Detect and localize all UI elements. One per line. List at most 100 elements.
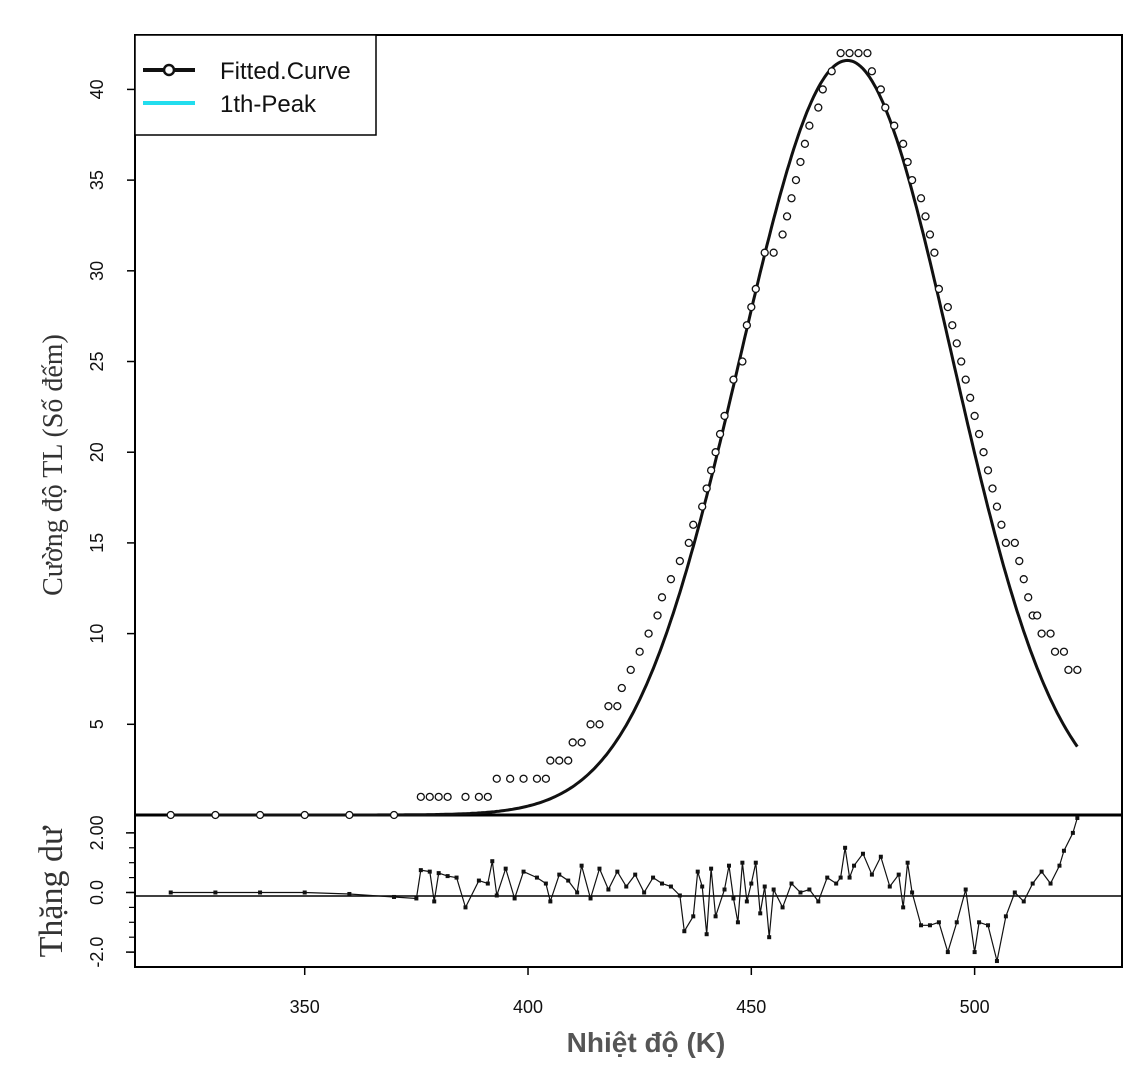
measured-data-point xyxy=(483,792,492,802)
residual-point xyxy=(878,854,883,859)
measured-data-point xyxy=(881,103,890,112)
measured-data-point xyxy=(720,411,729,421)
measured-data-point xyxy=(970,411,979,421)
residual-point xyxy=(735,920,740,925)
measured-data-point xyxy=(890,121,899,130)
top-y-tick-label: 5 xyxy=(87,719,107,729)
residual-point xyxy=(1061,848,1066,853)
residual-point xyxy=(436,871,441,876)
residual-point xyxy=(972,950,977,955)
residual-point xyxy=(749,881,754,886)
residual-point xyxy=(606,887,611,892)
measured-data-point xyxy=(814,103,823,112)
measured-data-point xyxy=(1024,593,1033,602)
residual-point xyxy=(677,893,682,898)
measured-data-point xyxy=(791,175,801,185)
measured-data-point xyxy=(1046,629,1055,638)
measured-data-point xyxy=(698,502,707,511)
measured-data-point xyxy=(992,502,1002,511)
measured-data-point xyxy=(702,484,711,493)
measured-data-point xyxy=(1050,647,1060,656)
measured-data-point xyxy=(760,248,769,257)
residual-point xyxy=(414,896,419,901)
residual-point xyxy=(557,872,562,877)
residual-point xyxy=(347,891,352,896)
measured-data-point xyxy=(747,302,756,312)
measured-data-point xyxy=(166,810,175,820)
residual-point xyxy=(548,899,553,904)
measured-data-point xyxy=(546,756,555,765)
residual-point xyxy=(825,875,830,880)
residual-point xyxy=(454,875,459,880)
residual-point xyxy=(579,863,584,868)
x-axis-title: Nhiệt độ (K) xyxy=(567,1027,726,1058)
measured-data-point xyxy=(876,85,885,94)
residual-point xyxy=(494,893,499,898)
residual-point xyxy=(744,899,749,904)
measured-data-point xyxy=(300,810,309,820)
measured-data-point xyxy=(921,212,930,221)
top-panel-marks xyxy=(166,48,1082,820)
residual-point xyxy=(901,905,906,910)
residual-point xyxy=(543,881,548,886)
measured-data-point xyxy=(854,48,863,58)
measured-data-point xyxy=(742,321,752,330)
measured-data-point xyxy=(782,212,792,221)
residual-point xyxy=(1057,863,1062,868)
residual-point xyxy=(503,866,508,871)
residual-point xyxy=(659,881,664,886)
residual-point xyxy=(615,869,620,874)
top-y-tick-label: 30 xyxy=(87,261,107,281)
top-y-tick-label: 10 xyxy=(87,624,107,644)
measured-data-point xyxy=(925,230,935,239)
measured-data-point xyxy=(1073,665,1082,675)
legend-fitted-curve-marker xyxy=(162,63,176,77)
measured-data-point xyxy=(425,792,434,802)
measured-data-point xyxy=(863,48,872,58)
measured-data-point xyxy=(907,175,917,185)
measured-data-point xyxy=(957,357,966,366)
residual-point xyxy=(512,896,517,901)
measured-data-point xyxy=(1019,575,1028,584)
residual-point xyxy=(575,890,580,895)
residual-point xyxy=(807,887,812,892)
top-y-tick-label: 40 xyxy=(87,79,107,99)
top-y-tick-label: 25 xyxy=(87,351,107,371)
residual-point xyxy=(726,863,731,868)
measured-data-point xyxy=(689,520,698,529)
measured-data-point xyxy=(345,810,354,820)
legend-box xyxy=(134,34,377,136)
measured-data-point xyxy=(626,665,635,675)
residual-point xyxy=(910,890,915,895)
measured-data-point xyxy=(434,792,443,802)
measured-data-point xyxy=(532,774,542,783)
measured-data-point xyxy=(997,520,1006,529)
measured-data-point xyxy=(952,339,961,348)
residual-point xyxy=(838,875,843,880)
residual-point xyxy=(566,878,571,883)
measured-data-point xyxy=(577,738,586,747)
x-tick-label: 500 xyxy=(960,997,990,1017)
residual-point xyxy=(1021,899,1026,904)
residual-point xyxy=(896,872,901,877)
fitted-curve-line xyxy=(170,58,1079,817)
top-y-axis-title: Cường độ TL (Số đếm) xyxy=(38,334,69,596)
residual-point xyxy=(834,881,839,886)
measured-data-point xyxy=(568,738,577,747)
residual-point xyxy=(713,914,718,919)
measured-data-point xyxy=(474,792,484,802)
residual-point xyxy=(633,872,638,877)
residual-point xyxy=(392,894,397,899)
bottom-y-tick-label: 2.00 xyxy=(87,815,107,850)
measured-data-point xyxy=(255,810,265,820)
measured-data-point xyxy=(1015,556,1024,566)
residual-point xyxy=(534,875,539,880)
residual-point xyxy=(691,914,696,919)
residual-point xyxy=(418,868,423,873)
residual-point xyxy=(485,881,490,886)
measured-data-point xyxy=(657,593,667,602)
residual-point xyxy=(753,860,758,865)
residual-point xyxy=(731,896,736,901)
measured-data-point xyxy=(899,139,908,148)
